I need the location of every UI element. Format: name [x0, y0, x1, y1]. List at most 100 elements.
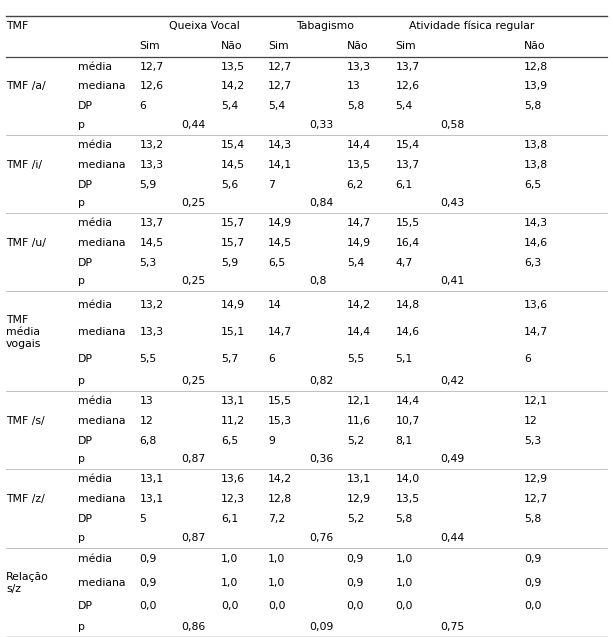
Text: Sim: Sim: [395, 41, 416, 50]
Text: 12,7: 12,7: [140, 62, 164, 71]
Text: 0,49: 0,49: [440, 454, 464, 464]
Text: 13,5: 13,5: [395, 494, 419, 505]
Text: 12,8: 12,8: [268, 494, 292, 505]
Text: 0,9: 0,9: [524, 578, 541, 588]
Text: 12,7: 12,7: [524, 494, 548, 505]
Text: 0,87: 0,87: [181, 533, 206, 543]
Text: p: p: [78, 622, 85, 632]
Text: mediana: mediana: [78, 494, 126, 505]
Text: 13,1: 13,1: [140, 475, 164, 484]
Text: 15,7: 15,7: [221, 218, 245, 228]
Text: 0,0: 0,0: [395, 601, 413, 612]
Text: DP: DP: [78, 180, 93, 190]
Text: 0,42: 0,42: [440, 376, 464, 386]
Text: 14,2: 14,2: [221, 82, 245, 92]
Text: 14,7: 14,7: [268, 327, 292, 337]
Text: Tabagismo: Tabagismo: [297, 20, 354, 31]
Text: 0,9: 0,9: [524, 554, 541, 564]
Text: 1,0: 1,0: [268, 578, 286, 588]
Text: 1,0: 1,0: [221, 578, 238, 588]
Text: p: p: [78, 276, 85, 286]
Text: mediana: mediana: [78, 160, 126, 169]
Text: 0,25: 0,25: [181, 376, 206, 386]
Text: 14,4: 14,4: [347, 140, 371, 150]
Text: 13,3: 13,3: [140, 327, 164, 337]
Text: 6,2: 6,2: [347, 180, 364, 190]
Text: Sim: Sim: [268, 41, 289, 50]
Text: 14,9: 14,9: [221, 300, 245, 310]
Text: p: p: [78, 120, 85, 130]
Text: 13,2: 13,2: [140, 300, 164, 310]
Text: 5,3: 5,3: [140, 258, 157, 268]
Text: 13: 13: [140, 396, 153, 406]
Text: 13,6: 13,6: [221, 475, 245, 484]
Text: 1,0: 1,0: [268, 554, 286, 564]
Text: 15,4: 15,4: [395, 140, 419, 150]
Text: 14: 14: [268, 300, 282, 310]
Text: 12,3: 12,3: [221, 494, 245, 505]
Text: 0,0: 0,0: [140, 601, 157, 612]
Text: p: p: [78, 454, 85, 464]
Text: 0,9: 0,9: [347, 578, 364, 588]
Text: 0,0: 0,0: [268, 601, 286, 612]
Text: 5,4: 5,4: [347, 258, 364, 268]
Text: 5,7: 5,7: [221, 354, 238, 364]
Text: 14,2: 14,2: [268, 475, 292, 484]
Text: 13: 13: [347, 82, 360, 92]
Text: 14,1: 14,1: [268, 160, 292, 169]
Text: TMF /s/: TMF /s/: [6, 416, 45, 426]
Text: 14,0: 14,0: [395, 475, 420, 484]
Text: 7,2: 7,2: [268, 514, 285, 524]
Text: 0,9: 0,9: [347, 554, 364, 564]
Text: 0,0: 0,0: [524, 601, 541, 612]
Text: 14,9: 14,9: [347, 238, 371, 248]
Text: 6,5: 6,5: [524, 180, 541, 190]
Text: 5,5: 5,5: [140, 354, 157, 364]
Text: 13,7: 13,7: [140, 218, 164, 228]
Text: TMF
média
vogais: TMF média vogais: [6, 315, 42, 348]
Text: 0,9: 0,9: [140, 578, 157, 588]
Text: 12,7: 12,7: [268, 82, 292, 92]
Text: TMF /i/: TMF /i/: [6, 160, 42, 169]
Text: 0,75: 0,75: [440, 622, 464, 632]
Text: p: p: [78, 198, 85, 208]
Text: 4,7: 4,7: [395, 258, 413, 268]
Text: 0,41: 0,41: [440, 276, 464, 286]
Text: mediana: mediana: [78, 327, 126, 337]
Text: 0,25: 0,25: [181, 276, 206, 286]
Text: 14,6: 14,6: [395, 327, 419, 337]
Text: 12,9: 12,9: [347, 494, 371, 505]
Text: média: média: [78, 554, 112, 564]
Text: média: média: [78, 475, 112, 484]
Text: 9: 9: [268, 436, 275, 446]
Text: 5,5: 5,5: [347, 354, 364, 364]
Text: 12,1: 12,1: [524, 396, 548, 406]
Text: 14,8: 14,8: [395, 300, 419, 310]
Text: mediana: mediana: [78, 578, 126, 588]
Text: 12,7: 12,7: [268, 62, 292, 71]
Text: 0,84: 0,84: [310, 198, 333, 208]
Text: 6,3: 6,3: [524, 258, 541, 268]
Text: 0,44: 0,44: [181, 120, 206, 130]
Text: DP: DP: [78, 436, 93, 446]
Text: 5,8: 5,8: [524, 514, 541, 524]
Text: 14,7: 14,7: [347, 218, 371, 228]
Text: TMF /u/: TMF /u/: [6, 238, 46, 248]
Text: 14,5: 14,5: [221, 160, 245, 169]
Text: 0,58: 0,58: [440, 120, 464, 130]
Text: mediana: mediana: [78, 416, 126, 426]
Text: 11,6: 11,6: [347, 416, 371, 426]
Text: 12,9: 12,9: [524, 475, 548, 484]
Text: p: p: [78, 533, 85, 543]
Text: DP: DP: [78, 514, 93, 524]
Text: média: média: [78, 300, 112, 310]
Text: 5,4: 5,4: [395, 101, 413, 111]
Text: 11,2: 11,2: [221, 416, 245, 426]
Text: 0,76: 0,76: [310, 533, 333, 543]
Text: 5,4: 5,4: [221, 101, 238, 111]
Text: TMF: TMF: [6, 20, 28, 31]
Text: 13,9: 13,9: [524, 82, 548, 92]
Text: 0,86: 0,86: [181, 622, 206, 632]
Text: 5,8: 5,8: [524, 101, 541, 111]
Text: 8,1: 8,1: [395, 436, 413, 446]
